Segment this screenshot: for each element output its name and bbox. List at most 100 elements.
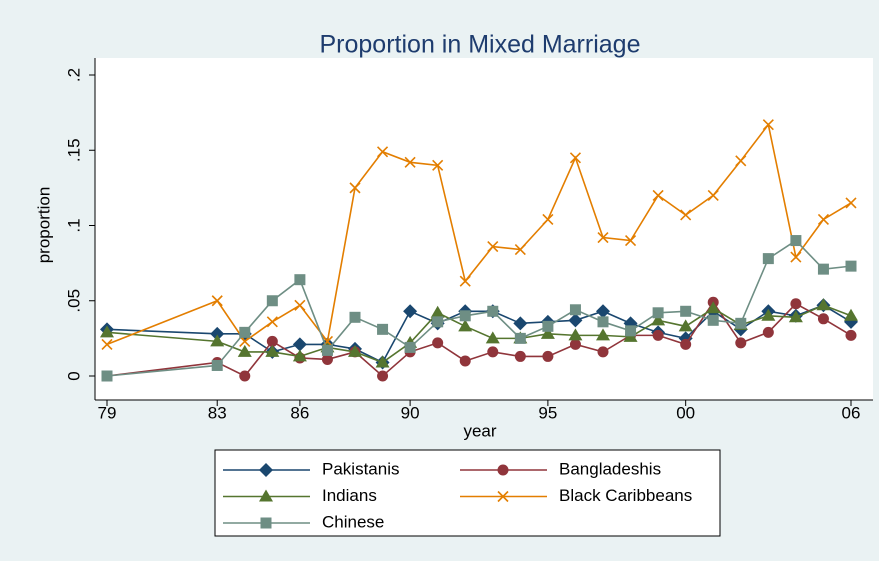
marker [266,316,278,328]
marker [542,350,554,362]
marker [239,335,251,347]
y-tick-label: 0 [64,371,83,380]
marker [459,310,471,322]
marker [597,316,609,328]
marker [542,320,554,332]
legend [214,449,721,537]
y-tick-label: .1 [64,218,83,232]
chart-title: Proportion in Mixed Marriage [320,31,641,59]
marker [237,344,252,357]
marker [101,370,113,382]
marker [259,463,273,477]
marker [294,299,306,311]
marker [321,353,333,365]
y-tick-label: .15 [64,138,83,162]
marker [569,338,581,350]
marker [790,298,802,310]
marker [788,310,803,323]
marker [568,328,583,341]
marker [513,316,528,331]
marker [101,338,113,350]
marker [404,156,416,168]
marker [707,314,719,326]
marker [680,305,692,317]
marker [375,355,390,368]
marker [735,337,747,349]
x-axis-label: year [463,421,496,440]
x-tick-label: 00 [676,403,695,422]
marker [761,308,776,321]
marker [762,253,774,265]
marker [652,329,664,341]
marker [569,304,581,316]
marker [817,313,829,325]
marker [680,338,692,350]
marker [259,489,273,502]
marker [569,152,582,164]
marker [790,251,802,263]
marker [497,464,509,476]
marker [514,350,526,362]
marker [239,370,251,382]
marker [652,189,664,201]
marker [266,335,278,347]
marker [596,328,610,341]
marker [707,189,719,201]
marker [260,517,272,529]
marker [651,313,666,326]
marker [624,234,637,247]
marker [432,159,444,171]
marker [762,119,774,131]
marker [210,326,225,341]
marker [210,334,225,347]
marker [321,344,333,356]
marker [680,209,692,221]
marker [514,332,526,344]
marker [485,331,500,344]
marker [762,326,774,338]
marker [487,305,499,317]
marker [845,197,857,209]
legend-label: Bangladeshis [559,459,661,478]
y-tick-label: .05 [64,289,83,313]
marker [542,213,554,226]
marker [404,341,416,353]
marker [735,155,747,167]
marker [458,319,473,332]
x-tick-label: 86 [290,403,309,422]
marker [321,335,334,347]
marker [294,274,306,286]
marker [211,295,223,307]
marker [816,298,831,311]
marker [239,326,251,338]
x-tick-label: 79 [98,403,117,422]
marker [706,301,721,314]
x-tick-label: 95 [538,403,557,422]
marker [459,355,471,367]
marker [596,304,610,319]
legend-label: Black Caribbeans [559,486,692,505]
marker [100,325,114,338]
marker [265,344,280,357]
marker [844,308,858,321]
marker [266,295,278,307]
marker [597,231,609,244]
y-axis-label: proportion [34,187,53,264]
marker [568,313,583,328]
marker [292,337,307,352]
marker [487,346,499,358]
marker [497,490,509,503]
marker [349,182,361,194]
x-tick-label: 90 [401,403,420,422]
marker [652,307,664,319]
marker [678,319,693,332]
marker [845,329,857,341]
marker [377,370,389,382]
marker [211,359,223,371]
marker [817,263,829,275]
marker [292,349,307,362]
marker [432,337,444,349]
legend-label: Pakistanis [322,459,399,478]
marker [790,235,802,247]
